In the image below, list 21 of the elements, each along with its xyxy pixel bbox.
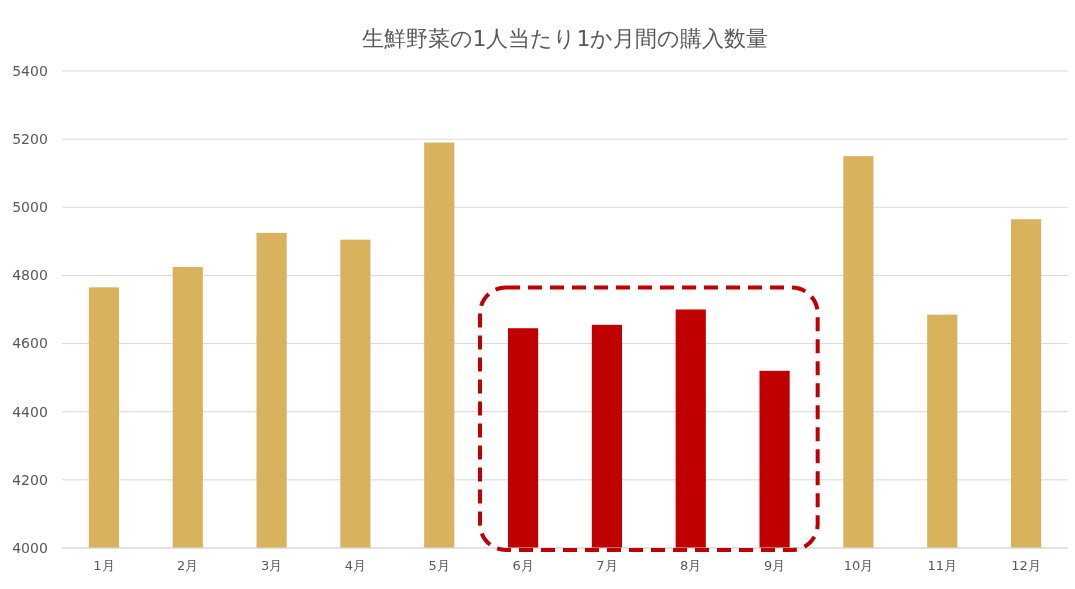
- x-tick-label: 10月: [843, 558, 874, 573]
- x-tick-label: 3月: [260, 558, 283, 573]
- y-tick-label: 4600: [12, 335, 48, 352]
- x-tick-label: 2月: [177, 558, 199, 573]
- chart-title: 生鮮野菜の1人当たり1か月間の購入数量: [361, 26, 769, 51]
- x-tick-label: 7月: [596, 558, 618, 573]
- x-tick-label: 12月: [1011, 558, 1041, 573]
- y-tick-label: 4800: [12, 267, 48, 284]
- y-tick-label: 4400: [12, 403, 48, 420]
- x-tick-label: 8月: [680, 558, 702, 573]
- x-tick-label: 5月: [428, 558, 450, 573]
- y-tick-label: 4000: [12, 539, 48, 556]
- x-tick-label: 9月: [763, 558, 786, 573]
- x-tick-label: 6月: [512, 558, 534, 573]
- x-tick-label: 4月: [344, 558, 367, 573]
- y-tick-label: 5400: [12, 62, 48, 79]
- y-tick-label: 5200: [12, 131, 48, 148]
- x-tick-label: 1月: [93, 558, 115, 573]
- y-tick-label: 4200: [12, 471, 48, 488]
- y-tick-label: 5000: [12, 199, 48, 216]
- x-tick-label: 11月: [927, 558, 958, 573]
